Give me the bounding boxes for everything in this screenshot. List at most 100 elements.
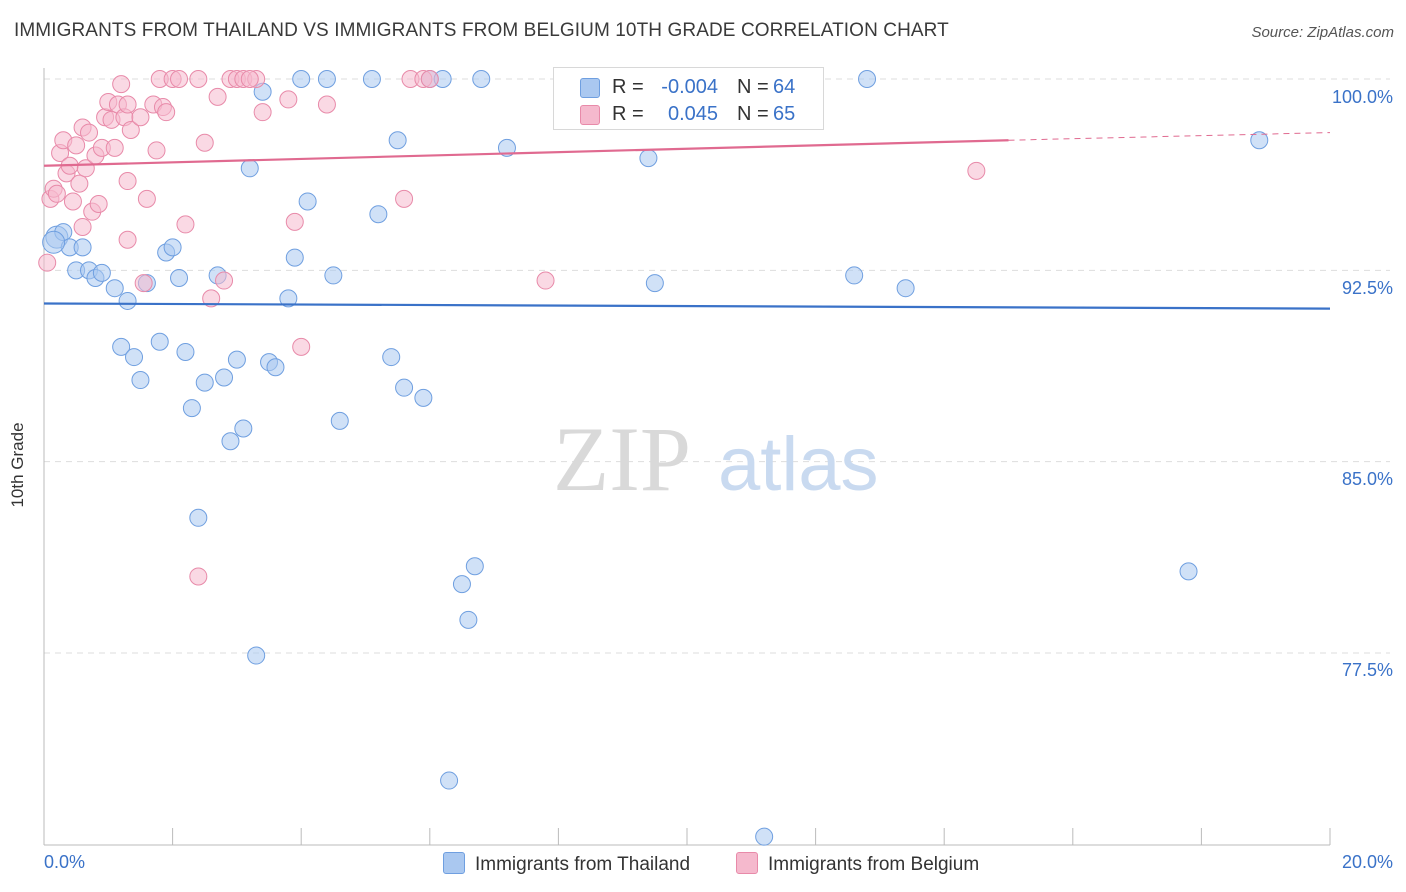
belgium-point: [134, 274, 153, 293]
thailand-point: [170, 268, 189, 287]
x-tick-min: 0.0%: [44, 852, 86, 872]
thailand-point: [292, 70, 311, 88]
thailand-point: [452, 575, 471, 594]
belgium-point: [105, 138, 124, 157]
thailand-point: [266, 358, 285, 377]
belgium-n-value: 65: [773, 103, 796, 125]
thailand-point: [189, 508, 208, 527]
thailand-point: [163, 238, 182, 257]
belgium-point: [208, 87, 227, 106]
belgium-point: [279, 90, 298, 109]
belgium-r-value: 0.045: [662, 103, 718, 125]
belgium-point: [395, 189, 414, 208]
belgium-point: [70, 174, 89, 193]
belgium-point: [240, 70, 259, 88]
bottom-legend-belgium: Immigrants from Belgium: [736, 852, 979, 876]
belgium-point: [253, 103, 272, 122]
n-label: N =: [737, 76, 769, 98]
belgium-point: [292, 337, 311, 356]
thailand-point: [234, 419, 253, 438]
thailand-legend-label: Immigrants from Thailand: [475, 854, 691, 875]
belgium-point: [89, 195, 108, 214]
belgium-point: [67, 136, 86, 155]
thailand-point: [845, 266, 864, 285]
thailand-point: [330, 411, 349, 430]
thailand-point: [317, 70, 336, 88]
bottom-legend-thailand: Immigrants from Thailand: [443, 852, 690, 876]
belgium-point: [147, 141, 166, 160]
belgium-point: [131, 108, 150, 127]
belgium-point: [121, 121, 140, 140]
r-label: R =: [612, 103, 644, 125]
thailand-point: [285, 248, 304, 267]
thailand-point: [92, 263, 111, 282]
thailand-point: [73, 238, 92, 257]
thailand-point: [1250, 131, 1269, 150]
thailand-point: [388, 131, 407, 150]
thailand-point: [298, 192, 317, 211]
thailand-r-value: -0.004: [661, 76, 718, 98]
belgium-point: [112, 75, 131, 94]
thailand-point: [645, 274, 664, 293]
thailand-point: [465, 557, 484, 576]
thailand-point: [112, 337, 131, 356]
thailand-point: [221, 432, 240, 451]
thailand-point: [459, 610, 478, 629]
thailand-point: [858, 70, 877, 88]
belgium-point: [317, 95, 336, 114]
belgium-point: [157, 103, 176, 122]
thailand-n-value: 64: [773, 76, 796, 98]
belgium-point: [176, 215, 195, 234]
thailand-point: [896, 279, 915, 298]
belgium-point: [38, 253, 57, 272]
thailand-trend-line: [43, 302, 1331, 310]
belgium-point: [47, 184, 66, 203]
thailand-point: [1179, 562, 1198, 581]
thailand-point: [279, 289, 298, 308]
belgium-trend-extension: [1008, 132, 1331, 141]
belgium-point: [189, 70, 208, 88]
thailand-point: [755, 827, 774, 846]
belgium-point: [63, 192, 82, 211]
thailand-point: [195, 373, 214, 392]
legend-row-belgium: R = 0.045 N = 65: [554, 101, 823, 129]
thailand-swatch: [580, 78, 600, 98]
thailand-point: [395, 378, 414, 397]
thailand-point: [42, 230, 66, 254]
belgium-point: [73, 217, 92, 236]
belgium-point: [195, 133, 214, 152]
belgium-legend-swatch: [736, 852, 758, 874]
y-tick-85: 85.0%: [1341, 469, 1393, 489]
thailand-point: [182, 399, 201, 418]
y-tick-77-5: 77.5%: [1341, 660, 1393, 680]
belgium-point: [420, 70, 439, 88]
belgium-point: [80, 123, 99, 142]
y-tick-92-5: 92.5%: [1341, 278, 1393, 298]
belgium-point: [118, 172, 137, 191]
watermark-zip: ZIP: [553, 408, 691, 510]
thailand-point: [105, 279, 124, 298]
y-axis-label: 10th Grade: [8, 422, 27, 508]
belgium-legend-label: Immigrants from Belgium: [768, 854, 980, 875]
thailand-point: [472, 70, 491, 88]
thailand-point: [227, 350, 246, 369]
legend-row-thailand: R = -0.004 N = 64: [554, 74, 823, 102]
belgium-point: [118, 230, 137, 249]
y-tick-100: 100.0%: [1331, 87, 1393, 107]
thailand-legend-swatch: [443, 852, 465, 874]
thailand-point: [324, 266, 343, 285]
n-label: N =: [737, 103, 769, 125]
belgium-point: [967, 161, 986, 180]
belgium-point: [189, 567, 208, 586]
thailand-point: [240, 159, 259, 178]
thailand-point: [215, 368, 234, 387]
thailand-point: [369, 205, 388, 224]
belgium-point: [137, 189, 156, 208]
belgium-swatch: [580, 105, 600, 125]
thailand-point: [125, 348, 144, 367]
thailand-point: [176, 342, 195, 361]
watermark-atlas: atlas: [718, 422, 879, 507]
thailand-point: [639, 149, 658, 168]
belgium-point: [215, 271, 234, 290]
